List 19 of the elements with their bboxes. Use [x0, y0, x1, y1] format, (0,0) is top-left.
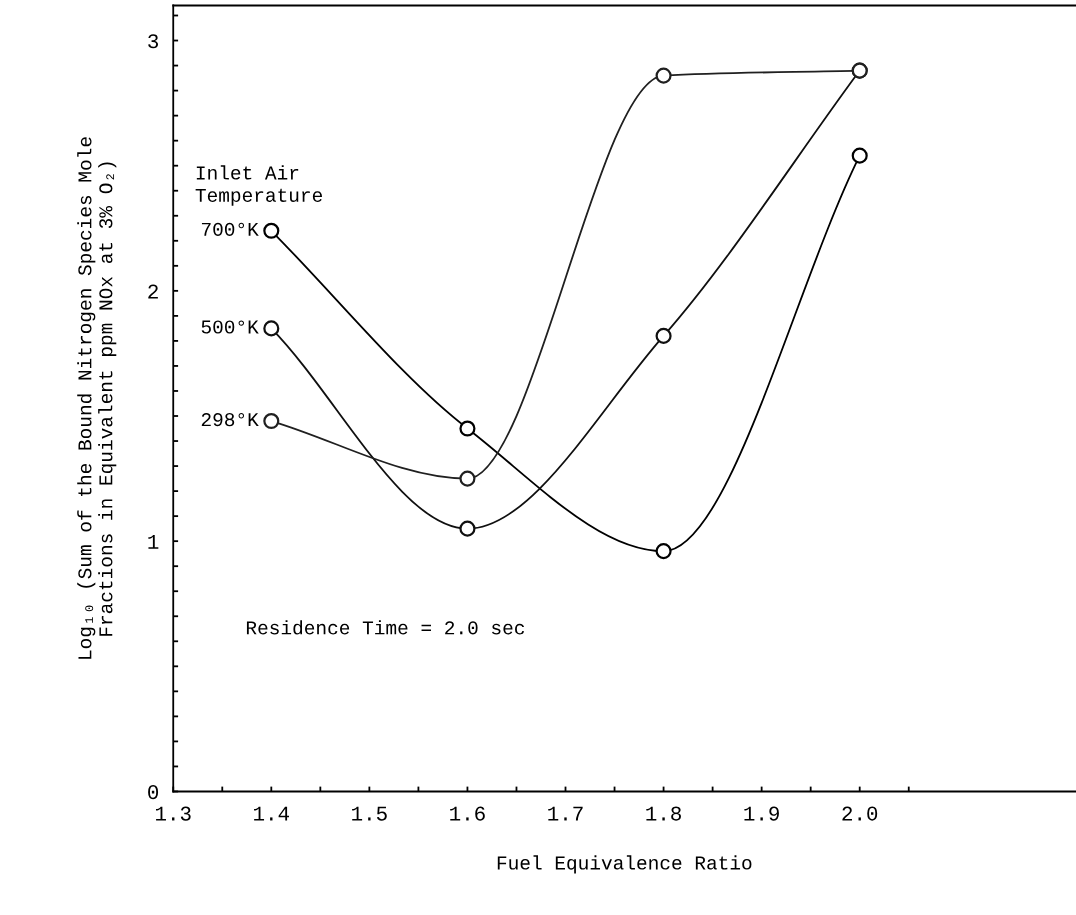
x-tick-label: 1.9: [744, 806, 779, 821]
series-label: 700°K: [201, 222, 259, 236]
x-tick-label: 1.5: [352, 806, 387, 821]
x-axis-title: Fuel Equivalence Ratio: [497, 855, 752, 874]
x-tick-label: 1.6: [450, 806, 485, 821]
series-label: 298°K: [201, 413, 259, 427]
series-label: 500°K: [201, 320, 259, 334]
y-tick-label: 3: [148, 34, 159, 49]
x-tick-label: 2.0: [842, 806, 878, 821]
x-tick-label: 1.7: [548, 806, 583, 821]
x-tick-label: 1.8: [646, 806, 681, 821]
x-tick-label: 1.3: [155, 806, 191, 821]
y-axis-title: Log₁₀ (Sum of the Bound Nitrogen Species Mole Fractions in Equivalent ppm NOx at 3% O₂): [77, 137, 117, 659]
annotation: Residence Time = 2.0 sec: [246, 620, 525, 635]
y-tick-label: 2: [148, 284, 158, 299]
y-tick-label: 1: [148, 534, 159, 549]
y-tick-label: 0: [148, 785, 159, 800]
legend-title: Inlet Air Temperature: [195, 165, 322, 206]
x-tick-label: 1.4: [254, 806, 289, 821]
